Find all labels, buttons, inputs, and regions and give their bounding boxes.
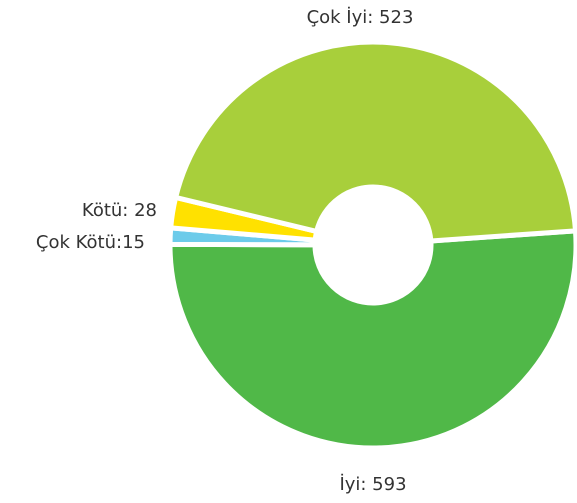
slice-label: Çok Kötü:15: [36, 232, 145, 253]
slice: [172, 39, 577, 244]
slice-label: İyi: 593: [339, 474, 406, 495]
slice-label: Çok İyi: 523: [307, 7, 414, 28]
slice: [167, 228, 577, 451]
slice-label: Kötü: 28: [82, 200, 157, 221]
